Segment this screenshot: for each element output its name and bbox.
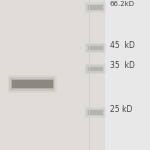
Bar: [85, 43, 106, 53]
Bar: [86, 44, 104, 52]
Text: 45  kD: 45 kD: [110, 40, 134, 50]
Bar: [85, 107, 106, 118]
Bar: [86, 4, 104, 11]
Text: 25 kD: 25 kD: [110, 105, 132, 114]
Bar: [88, 110, 103, 115]
Bar: [9, 77, 55, 91]
Bar: [88, 67, 103, 71]
Bar: [12, 80, 52, 88]
Text: 66.2kD: 66.2kD: [110, 2, 135, 8]
Bar: [86, 109, 104, 116]
Bar: [0, 0, 105, 150]
Bar: [88, 46, 103, 50]
Bar: [11, 79, 54, 89]
Text: 35  kD: 35 kD: [110, 61, 134, 70]
Bar: [86, 65, 104, 73]
Bar: [85, 64, 106, 74]
Bar: [8, 75, 57, 93]
Bar: [85, 2, 106, 13]
Bar: [88, 5, 103, 10]
